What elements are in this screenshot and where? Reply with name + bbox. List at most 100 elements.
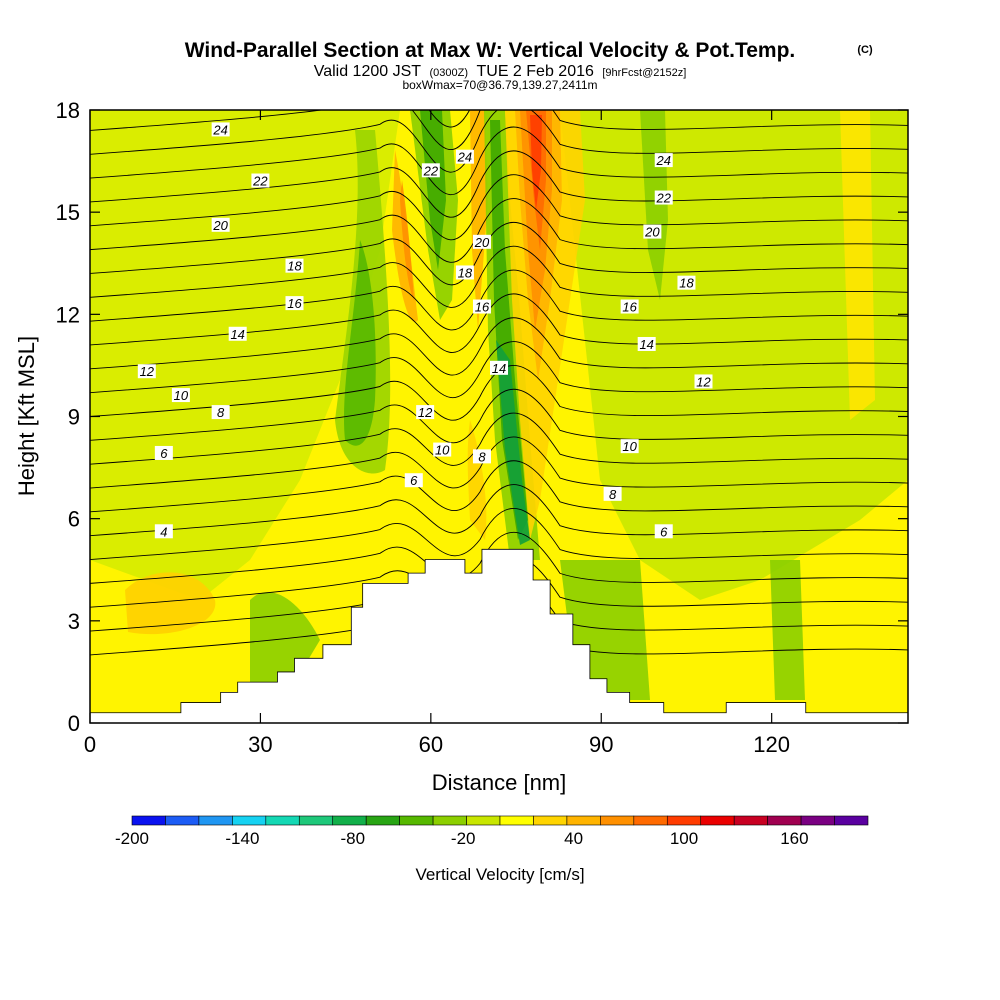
contour-label-bg bbox=[677, 275, 696, 290]
contour-label-bg bbox=[620, 299, 639, 314]
colorbar-swatch bbox=[131, 815, 166, 826]
y-tick-label: 3 bbox=[68, 609, 80, 634]
colorbar-tick-label: -20 bbox=[451, 829, 476, 848]
colorbar-tick-label: -140 bbox=[225, 829, 259, 848]
contour-label: 10 bbox=[620, 439, 639, 454]
theta-contour bbox=[90, 507, 908, 560]
contour-label-text: 6 bbox=[160, 446, 168, 461]
x-tick-label: 60 bbox=[419, 732, 443, 757]
contour-label-text: 16 bbox=[475, 300, 490, 315]
contour-label-text: 18 bbox=[287, 259, 302, 274]
x-tick-label: 0 bbox=[84, 732, 96, 757]
y-tick-label: 9 bbox=[68, 405, 80, 430]
colorbar-swatch bbox=[800, 815, 835, 826]
contour-label-bg bbox=[643, 224, 662, 239]
contour-label-text: 24 bbox=[457, 150, 472, 165]
colorbar-swatch bbox=[365, 815, 400, 826]
contour-label-bg bbox=[472, 299, 491, 314]
contour-label-text: 20 bbox=[474, 235, 490, 250]
contour-label-text: 22 bbox=[656, 191, 672, 206]
contour-label-text: 16 bbox=[287, 296, 302, 311]
y-tick-label: 6 bbox=[68, 507, 80, 532]
velocity-region bbox=[420, 110, 446, 270]
terrain bbox=[90, 548, 908, 723]
contour-label: 12 bbox=[694, 374, 713, 389]
contour-label: 20 bbox=[211, 217, 230, 233]
y-tick-label: 12 bbox=[56, 302, 80, 327]
contour-label: 14 bbox=[637, 336, 656, 352]
contour-label-text: 24 bbox=[656, 153, 671, 168]
contour-label-text: 8 bbox=[478, 449, 486, 464]
colorbar-swatch bbox=[198, 815, 233, 826]
colorbar: -200 -140 -80 -20 40 100 160 bbox=[115, 815, 869, 848]
y-axis-label: Height [Kft MSL] bbox=[14, 336, 39, 496]
colorbar-swatch bbox=[332, 815, 367, 826]
velocity-region bbox=[125, 572, 216, 635]
theta-contour bbox=[90, 388, 908, 444]
theta-contour bbox=[90, 531, 908, 584]
contour-label: 12 bbox=[137, 364, 156, 379]
x-tick-label: 120 bbox=[753, 732, 790, 757]
contour-label-text: 22 bbox=[423, 163, 439, 178]
y-tick-label: 15 bbox=[56, 200, 80, 225]
colorbar-tick-label: -200 bbox=[115, 829, 149, 848]
contour-label: 22 bbox=[251, 173, 270, 189]
colorbar-swatch bbox=[633, 815, 668, 826]
contour-label: 16 bbox=[285, 296, 304, 311]
contour-label-text: 20 bbox=[212, 218, 228, 233]
velocity-region bbox=[400, 180, 414, 300]
contour-label-text: 8 bbox=[217, 405, 225, 420]
theta-contour bbox=[90, 110, 908, 151]
colorbar-swatch bbox=[165, 815, 200, 826]
colorbar-swatch bbox=[666, 815, 702, 826]
contour-label-bg bbox=[285, 258, 304, 273]
x-tick-label: 30 bbox=[248, 732, 272, 757]
colorbar-swatch bbox=[232, 815, 267, 826]
contour-label: 16 bbox=[472, 299, 491, 315]
contour-label: 8 bbox=[211, 405, 230, 420]
y-tick-label: 0 bbox=[68, 711, 80, 736]
x-axis: 0 30 60 90 120 bbox=[84, 110, 790, 757]
y-tick-label: 18 bbox=[56, 98, 80, 123]
contour-label: 8 bbox=[472, 449, 491, 464]
contour-label: 4 bbox=[154, 524, 173, 539]
contour-label: 6 bbox=[654, 524, 673, 539]
contour-label: 22 bbox=[421, 163, 440, 178]
contour-label: 6 bbox=[154, 445, 173, 461]
contour-label-text: 12 bbox=[140, 364, 155, 379]
velocity-region bbox=[770, 560, 805, 700]
contour-label-bg bbox=[603, 486, 622, 501]
x-tick-label: 90 bbox=[589, 732, 613, 757]
contour-label-bg bbox=[211, 122, 230, 137]
copyright-mark: (C) bbox=[857, 44, 873, 56]
theta-contour bbox=[90, 174, 908, 240]
contour-label-text: 10 bbox=[435, 443, 450, 458]
contour-label-bg bbox=[654, 524, 673, 539]
contour-label-bg bbox=[211, 405, 230, 420]
contour-label-bg bbox=[137, 364, 156, 379]
contour-label-text: 8 bbox=[609, 487, 617, 502]
theta-contour bbox=[90, 341, 908, 399]
contour-label: 8 bbox=[603, 486, 622, 502]
contour-label-text: 20 bbox=[644, 225, 660, 240]
contour-label-bg bbox=[472, 234, 491, 249]
contour-label-bg bbox=[472, 449, 491, 464]
boxwmax-info: boxWmax=70@36.79,139.27,2411m bbox=[402, 78, 597, 92]
contour-label: 20 bbox=[472, 234, 491, 250]
contour-label-bg bbox=[416, 405, 435, 420]
theta-contour bbox=[90, 221, 908, 286]
colorbar-swatch bbox=[566, 815, 601, 826]
contour-label-bg bbox=[228, 326, 247, 341]
chart-title: Wind-Parallel Section at Max W: Vertical… bbox=[185, 39, 796, 62]
contour-label-text: 16 bbox=[622, 300, 637, 315]
contour-label-text: 6 bbox=[660, 524, 668, 539]
colorbar-tick-label: -80 bbox=[341, 829, 366, 848]
contour-label-text: 4 bbox=[160, 524, 167, 539]
colorbar-swatch bbox=[767, 815, 802, 826]
theta-contour bbox=[90, 436, 908, 489]
contour-label: 14 bbox=[228, 326, 247, 342]
contour-label-text: 10 bbox=[174, 388, 189, 403]
contour-label-text: 14 bbox=[230, 327, 244, 342]
colorbar-swatch bbox=[265, 815, 300, 826]
